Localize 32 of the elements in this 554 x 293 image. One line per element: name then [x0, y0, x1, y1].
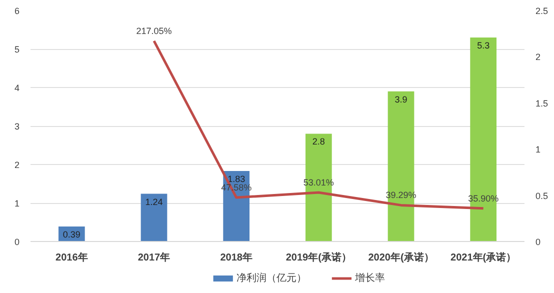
data-label: 2.8	[312, 136, 325, 147]
x-tick-label: 2017年	[138, 252, 170, 264]
legend-label: 增长率	[354, 272, 386, 284]
data-label: 5.3	[477, 40, 490, 50]
x-tick-label: 2018年	[220, 252, 252, 264]
data-label: 217.05%	[136, 26, 172, 36]
data-label: 0.39	[62, 229, 80, 240]
data-label: 3.9	[394, 94, 408, 104]
x-tick-label: 2016年	[56, 252, 88, 264]
y-tick-label: 4	[14, 83, 20, 93]
data-label: 1.83	[228, 174, 246, 184]
bar	[470, 37, 497, 242]
x-tick-label: 2021年(承诺）	[450, 252, 516, 264]
y-tick-label: 1	[14, 198, 20, 208]
data-label: 1.24	[145, 196, 163, 207]
y-tick-label: 2	[14, 160, 20, 170]
bar	[140, 194, 168, 242]
y2-tick-label: 2.5	[536, 6, 548, 16]
legend-label: 净利润（亿元）	[236, 272, 306, 284]
y2-tick-label: 1.5	[536, 98, 548, 108]
y-tick-label: 5	[14, 44, 20, 54]
bar	[388, 91, 414, 242]
y2-tick-label: 0.5	[536, 190, 548, 201]
y-tick-label: 6	[14, 6, 20, 16]
x-tick-label: 2020年(承诺）	[368, 252, 434, 264]
bar	[305, 134, 332, 242]
x-tick-label: 2019年(承诺）	[286, 252, 352, 264]
y2-tick-label: 0	[536, 237, 541, 247]
y-tick-label: 0	[14, 237, 20, 247]
y2-tick-label: 2	[536, 52, 541, 62]
y2-tick-label: 1	[536, 144, 541, 155]
y-tick-label: 3	[14, 122, 20, 132]
